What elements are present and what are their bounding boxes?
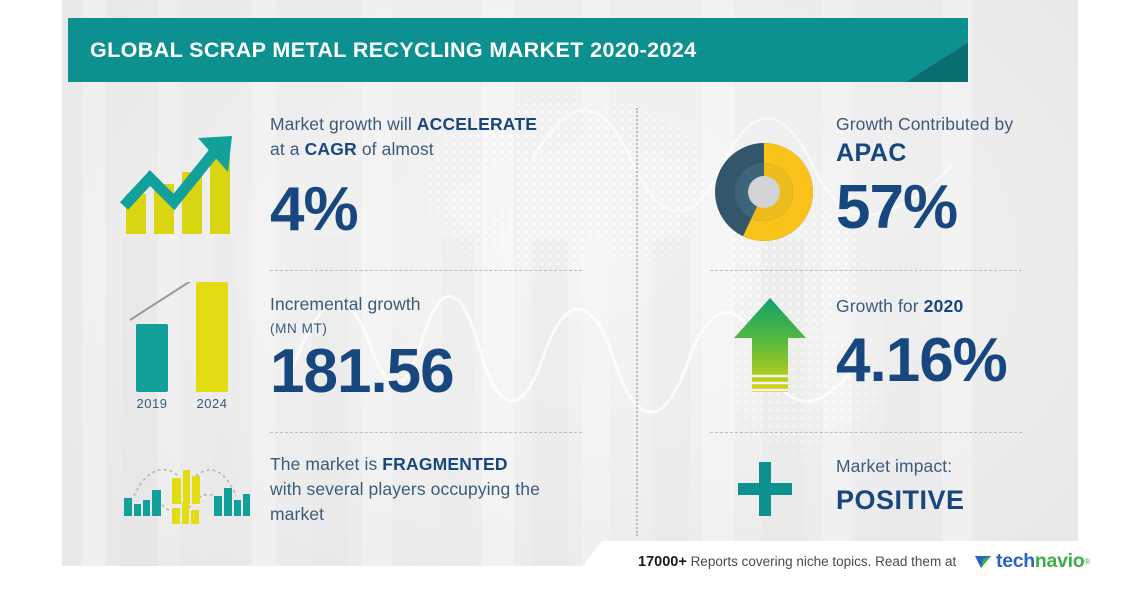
fragmented-headline: The market is FRAGMENTED with several pl… xyxy=(270,452,540,527)
cagr-line2-pre: at a xyxy=(270,139,305,159)
header-ribbon-shape xyxy=(68,18,968,82)
cagr-line1-pre: Market growth will xyxy=(270,114,417,134)
incremental-text-block: Incremental growth (MN MT) 181.56 xyxy=(270,292,455,406)
footer-tagline: Reports covering niche topics. Read them… xyxy=(690,554,957,569)
cell-market-impact: Market impact: POSITIVE xyxy=(636,440,1078,540)
cell-cagr: Market growth will ACCELERATE at a CAGR … xyxy=(62,100,636,270)
fragmented-market-buildings-icon xyxy=(114,454,254,531)
divider-right-bottom xyxy=(710,432,1022,433)
divider-left-top xyxy=(270,270,582,271)
cagr-line2-post: of almost xyxy=(356,139,434,159)
fragmented-line1-pre: The market is xyxy=(270,454,383,474)
apac-value: 57% xyxy=(836,173,958,242)
bar-label-2019: 2019 xyxy=(136,396,168,411)
technavio-logo-navio: navio xyxy=(1034,550,1085,572)
footer-report-count: 17000+ xyxy=(638,554,687,570)
incremental-label: Incremental growth xyxy=(270,294,421,314)
growth2020-label-bold: 2020 xyxy=(923,296,964,316)
incremental-unit: (MN MT) xyxy=(270,321,328,336)
cell-growth-2020: Growth for 2020 4.16% xyxy=(636,278,1078,430)
fragmented-line3: market xyxy=(270,504,325,524)
growth2020-value: 4.16% xyxy=(836,326,1008,395)
cagr-text-block: Market growth will ACCELERATE at a CAGR … xyxy=(270,112,537,242)
fragmented-line1-bold: FRAGMENTED xyxy=(382,454,508,474)
growth2020-label: Growth for 2020 xyxy=(836,294,1007,319)
footer-bar: 17000+ Reports covering niche topics. Re… xyxy=(560,541,1140,596)
cagr-value: 4% xyxy=(270,175,359,244)
impact-text-block: Market impact: POSITIVE xyxy=(836,454,965,516)
divider-right-top xyxy=(710,270,1022,271)
growth2020-text-block: Growth for 2020 4.16% xyxy=(836,294,1008,395)
technavio-mark-icon xyxy=(975,555,991,568)
growth-arrow-bar-chart-icon xyxy=(119,132,240,242)
fragmented-line2: with several players occupying the xyxy=(270,479,540,499)
content-panel: GLOBAL SCRAP METAL RECYCLING MARKET 2020… xyxy=(62,0,1078,566)
technavio-logo-tm: ® xyxy=(1084,557,1091,566)
apac-text-block: Growth Contributed by APAC 57% xyxy=(836,112,1013,240)
technavio-logo[interactable]: tech navio ® xyxy=(974,550,1090,573)
donut-chart-icon xyxy=(714,142,814,247)
cagr-headline: Market growth will ACCELERATE at a CAGR … xyxy=(270,112,537,162)
impact-value: POSITIVE xyxy=(836,485,965,515)
cell-fragmented: The market is FRAGMENTED with several pl… xyxy=(62,440,636,540)
vertical-divider xyxy=(636,108,638,536)
apac-label: Growth Contributed by xyxy=(836,114,1014,134)
cagr-line1-bold: ACCELERATE xyxy=(416,114,538,134)
incremental-value: 181.56 xyxy=(270,337,455,406)
technavio-logo-tech: tech xyxy=(996,550,1035,572)
plus-icon xyxy=(734,458,796,525)
two-bar-growth-chart-icon: 2019 2024 xyxy=(118,258,248,412)
header-banner: GLOBAL SCRAP METAL RECYCLING MARKET 2020… xyxy=(68,18,968,82)
cell-apac-contribution: Growth Contributed by APAC 57% xyxy=(636,100,1078,270)
footer-text: 17000+ Reports covering niche topics. Re… xyxy=(638,554,956,570)
impact-label: Market impact: xyxy=(836,456,953,476)
fragmented-text-block: The market is FRAGMENTED with several pl… xyxy=(270,452,540,527)
apac-region: APAC xyxy=(836,139,907,167)
cagr-line2-bold: CAGR xyxy=(304,139,357,159)
up-arrow-icon xyxy=(732,296,808,413)
cell-incremental-growth: 2019 2024 Incremental growth (MN MT) 181… xyxy=(62,258,636,430)
growth2020-label-pre: Growth for xyxy=(836,296,924,316)
page-title: GLOBAL SCRAP METAL RECYCLING MARKET 2020… xyxy=(90,37,697,62)
bar-label-2024: 2024 xyxy=(196,396,228,411)
divider-left-bottom xyxy=(270,432,582,433)
